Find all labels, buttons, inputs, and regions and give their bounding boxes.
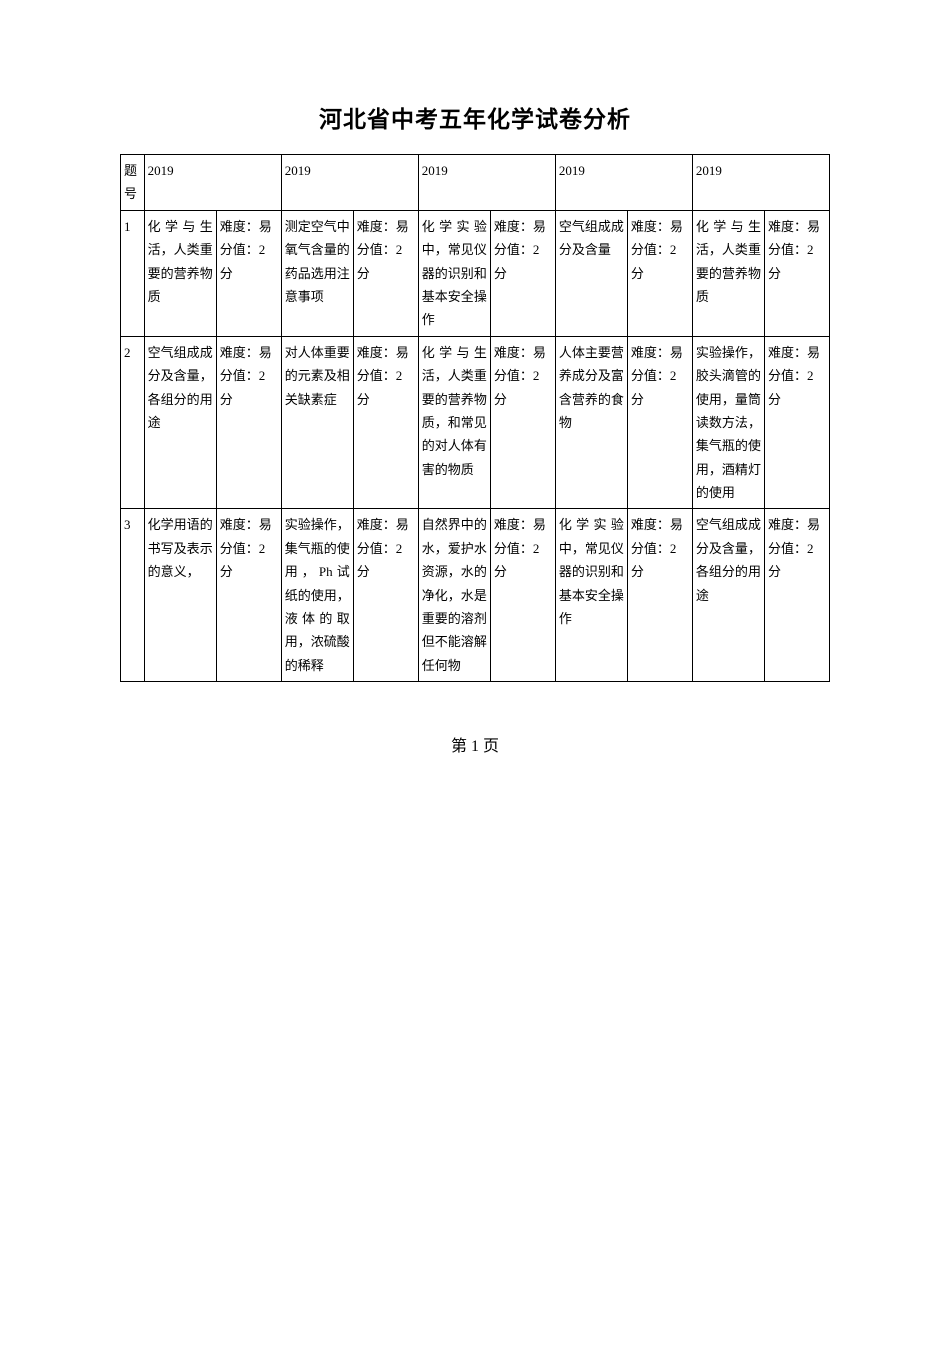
table-row: 2 空气组成成分及含量，各组分的用途 难度：易分值：2分 对人体重要的元素及相关…	[121, 336, 830, 509]
header-question-num: 题号	[121, 155, 145, 211]
topic-cell: 化学与生活，人类重要的营养物质，和常见的对人体有害的物质	[418, 336, 490, 509]
meta-cell: 难度：易分值：2分	[764, 336, 829, 509]
meta-cell: 难度：易分值：2分	[353, 336, 418, 509]
meta-cell: 难度：易分值：2分	[216, 210, 281, 336]
table-row: 1 化学与生活，人类重要的营养物质 难度：易分值：2分 测定空气中氧气含量的药品…	[121, 210, 830, 336]
page-footer: 第 1 页	[120, 732, 830, 756]
header-year-1: 2019	[144, 155, 281, 211]
header-year-5: 2019	[692, 155, 829, 211]
meta-cell: 难度：易分值：2分	[764, 210, 829, 336]
topic-cell: 空气组成成分及含量	[555, 210, 627, 336]
meta-cell: 难度：易分值：2分	[490, 336, 555, 509]
meta-cell: 难度：易分值：2分	[627, 210, 692, 336]
topic-cell: 人体主要营养成分及富含营养的食物	[555, 336, 627, 509]
topic-cell: 实验操作，集气瓶的使用，Ph试纸的使用，液体的取用，浓硫酸的稀释	[281, 509, 353, 682]
topic-cell: 化学实验中，常见仪器的识别和基本安全操作	[418, 210, 490, 336]
header-year-2: 2019	[281, 155, 418, 211]
topic-cell: 实验操作，胶头滴管的使用，量筒读数方法，集气瓶的使用，酒精灯的使用	[692, 336, 764, 509]
topic-cell: 化学与生活，人类重要的营养物质	[144, 210, 216, 336]
topic-cell: 化学与生活，人类重要的营养物质	[692, 210, 764, 336]
analysis-table: 题号 2019 2019 2019 2019 2019 1 化学与生活，人类重要…	[120, 154, 830, 682]
header-year-4: 2019	[555, 155, 692, 211]
topic-cell: 空气组成成分及含量，各组分的用途	[144, 336, 216, 509]
table-row: 3 化学用语的书写及表示的意义， 难度：易分值：2分 实验操作，集气瓶的使用，P…	[121, 509, 830, 682]
meta-cell: 难度：易分值：2分	[490, 210, 555, 336]
topic-cell: 化学实验中，常见仪器的识别和基本安全操作	[555, 509, 627, 682]
topic-cell: 对人体重要的元素及相关缺素症	[281, 336, 353, 509]
header-year-3: 2019	[418, 155, 555, 211]
document-title: 河北省中考五年化学试卷分析	[120, 100, 830, 134]
meta-cell: 难度：易分值：2分	[216, 509, 281, 682]
question-number: 2	[121, 336, 145, 509]
meta-cell: 难度：易分值：2分	[627, 336, 692, 509]
meta-cell: 难度：易分值：2分	[353, 509, 418, 682]
meta-cell: 难度：易分值：2分	[216, 336, 281, 509]
topic-cell: 空气组成成分及含量，各组分的用途	[692, 509, 764, 682]
meta-cell: 难度：易分值：2分	[490, 509, 555, 682]
meta-cell: 难度：易分值：2分	[764, 509, 829, 682]
topic-cell: 自然界中的水，爱护水资源，水的净化，水是重要的溶剂但不能溶解任何物	[418, 509, 490, 682]
table-header-row: 题号 2019 2019 2019 2019 2019	[121, 155, 830, 211]
topic-cell: 测定空气中氧气含量的药品选用注意事项	[281, 210, 353, 336]
topic-cell: 化学用语的书写及表示的意义，	[144, 509, 216, 682]
meta-cell: 难度：易分值：2分	[627, 509, 692, 682]
question-number: 3	[121, 509, 145, 682]
question-number: 1	[121, 210, 145, 336]
meta-cell: 难度：易分值：2分	[353, 210, 418, 336]
